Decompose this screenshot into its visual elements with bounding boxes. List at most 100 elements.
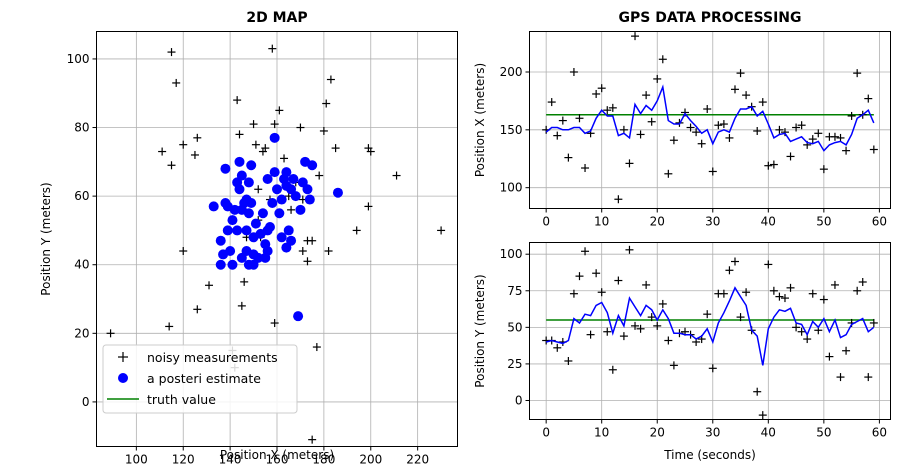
measurement-point — [331, 144, 340, 153]
measurement-point — [296, 123, 305, 132]
map-tick-labels: 100 120 140 160 180 200 220 0 20 40 60 80 100 — [67, 52, 430, 466]
estimate-point — [243, 208, 254, 219]
measurement-point — [233, 96, 242, 105]
gpsy-measurement-point — [703, 310, 712, 319]
gpsy-measurement-point — [864, 373, 873, 382]
gpsy-measurement-point — [581, 247, 590, 256]
estimate-point — [227, 259, 238, 270]
measurement-point — [322, 99, 331, 108]
estimate-point — [227, 215, 238, 226]
measurement-point — [270, 319, 279, 328]
gps-x-data-layer — [542, 32, 878, 204]
gpsy-measurement-point — [592, 269, 601, 278]
gpsx-measurement-point — [864, 94, 873, 103]
gpsy-measurement-point — [608, 365, 617, 374]
gpsx-measurement-point — [780, 128, 789, 137]
measurement-point — [303, 257, 312, 266]
measurement-point — [298, 247, 307, 256]
gpsy-measurement-point — [803, 335, 812, 344]
estimate-point — [272, 184, 282, 195]
gpsy-measurement-point — [836, 373, 845, 382]
gpsx-measurement-point — [819, 165, 828, 174]
gpsx-measurement-point — [725, 133, 734, 142]
gpsy-measurement-point — [636, 324, 645, 333]
gpsy-measurement-point — [730, 257, 739, 266]
estimate-point — [234, 184, 245, 195]
measurement-point — [308, 435, 317, 444]
gpsy-measurement-point — [653, 321, 662, 330]
measurement-point — [235, 130, 244, 139]
measurement-point — [172, 78, 181, 87]
gpsy-measurement-point — [825, 352, 834, 361]
gpsx-measurement-point — [631, 32, 640, 41]
gps-y-grid — [529, 242, 891, 420]
estimate-point — [262, 173, 273, 184]
estimate-point — [253, 252, 264, 263]
measurement-point — [437, 226, 446, 235]
measurement-point — [179, 140, 188, 149]
legend-dot-marker — [118, 373, 128, 383]
legend-entry-truth: truth value — [107, 392, 216, 407]
estimate-point — [295, 204, 306, 215]
gpsy-measurement-point — [569, 289, 578, 298]
gpsy-measurement-point — [769, 286, 778, 295]
estimate-point — [304, 194, 315, 205]
gpsx-y-tick-label: 200 — [500, 65, 523, 79]
gpsx-measurement-point — [786, 152, 795, 161]
map-panel: 100 120 140 160 180 200 220 0 20 40 60 80 100 2D MAP… — [39, 10, 458, 466]
gpsx-measurement-point — [697, 139, 706, 148]
gpsx-measurement-point — [736, 69, 745, 78]
estimate-point — [283, 225, 294, 236]
gpsy-measurement-point — [842, 346, 851, 355]
legend-label-truth: truth value — [147, 392, 216, 407]
estimate-point — [220, 163, 231, 174]
gpsx-measurement-point — [830, 132, 839, 141]
measurement-point — [268, 44, 277, 53]
gpsy-x-tick-label: 40 — [761, 426, 776, 440]
gpsy-measurement-point — [742, 288, 751, 297]
gpsx-measurement-point — [758, 98, 767, 107]
measurement-point — [254, 185, 263, 194]
gpsx-measurement-point — [714, 121, 723, 130]
gpsx-measurement-point — [836, 133, 845, 142]
gpsy-measurement-point — [708, 364, 717, 373]
gpsx-measurement-point — [558, 116, 567, 125]
measurement-point — [312, 343, 321, 352]
map-x-tick-label: 160 — [266, 453, 289, 466]
measurement-point — [287, 205, 296, 214]
estimate-point — [290, 191, 301, 202]
estimate-point — [293, 311, 304, 322]
gpsx-measurement-point — [764, 161, 773, 170]
map-x-tick-label: 100 — [125, 453, 148, 466]
estimate-point — [208, 201, 219, 212]
gpsy-measurement-point — [764, 260, 773, 269]
map-y-axis-label: Position Y (meters) — [39, 182, 53, 295]
gpsx-measurement-point — [669, 136, 678, 145]
gpsy-estimate-line — [546, 286, 875, 366]
measurement-point — [275, 106, 284, 115]
gps-x-tick-labels: 0 10 20 30 40 50 60 100 150 200 — [500, 65, 887, 229]
gpsx-measurement-point — [797, 121, 806, 130]
gpsx-measurement-point — [708, 167, 717, 176]
gpsy-measurement-point — [869, 318, 878, 327]
legend-plus-marker — [118, 352, 128, 362]
estimate-point — [267, 197, 278, 208]
measurement-point — [308, 236, 317, 245]
estimate-point — [241, 225, 252, 236]
estimate-point — [276, 232, 287, 243]
measurement-point — [179, 247, 188, 256]
gpsy-measurement-point — [664, 336, 673, 345]
gpsy-measurement-point — [819, 295, 828, 304]
gpsx-measurement-point — [775, 125, 784, 134]
measurement-point — [167, 161, 176, 170]
measurement-point — [366, 147, 375, 156]
gpsx-measurement-point — [847, 111, 856, 120]
measurement-point — [352, 226, 361, 235]
measurement-point — [324, 247, 333, 256]
measurement-point — [319, 126, 328, 135]
estimate-point — [250, 218, 261, 229]
gpsx-x-tick-label: 30 — [705, 215, 720, 229]
gpsx-x-tick-label: 20 — [650, 215, 665, 229]
map-x-tick-label: 200 — [359, 453, 382, 466]
